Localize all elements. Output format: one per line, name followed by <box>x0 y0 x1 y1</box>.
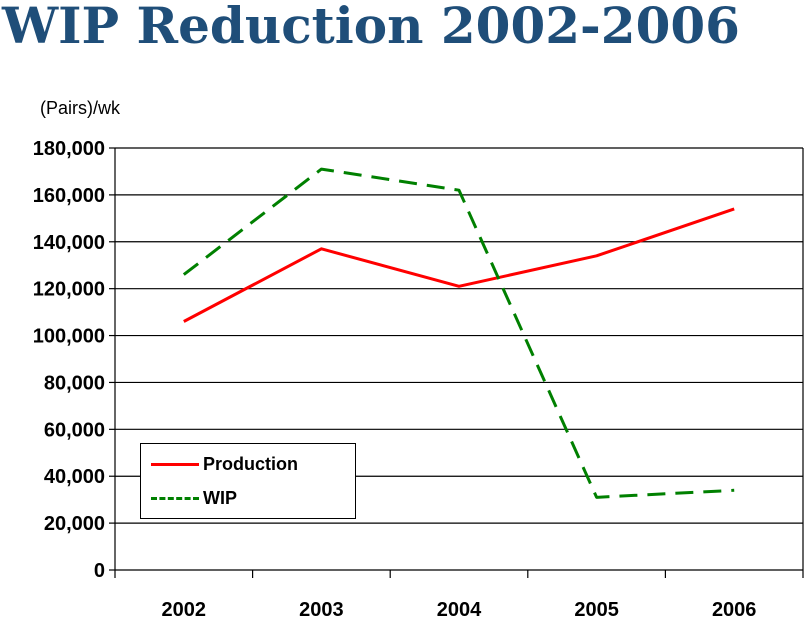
legend-item-production: Production <box>151 454 298 475</box>
legend-label-wip: WIP <box>203 488 237 508</box>
y-tick-label: 160,000 <box>33 185 105 207</box>
legend-swatch-production <box>151 463 199 466</box>
y-tick-label: 100,000 <box>33 326 105 348</box>
series-line-production <box>183 207 735 323</box>
legend-swatch-wip <box>151 497 199 500</box>
y-axis-label: (Pairs)/wk <box>40 98 120 118</box>
legend-item-wip: WIP <box>151 488 237 509</box>
x-tick-label: 2006 <box>712 599 757 619</box>
y-tick-label: 140,000 <box>33 232 105 254</box>
y-tick-label: 20,000 <box>44 513 105 535</box>
y-tick-label: 40,000 <box>44 466 105 488</box>
y-tick-label: 180,000 <box>33 138 105 160</box>
legend-label-production: Production <box>203 454 298 474</box>
x-tick-label: 2002 <box>162 599 207 619</box>
x-tick-label: 2005 <box>574 599 619 619</box>
series-line-wip <box>182 167 735 499</box>
y-tick-label: 80,000 <box>44 372 105 394</box>
y-tick-label: 60,000 <box>44 419 105 441</box>
chart-title: WIP Reduction 2002-2006 <box>2 0 740 55</box>
x-tick-label: 2003 <box>299 599 344 619</box>
legend: Production WIP <box>140 443 356 519</box>
y-tick-label: 120,000 <box>33 279 105 301</box>
y-tick-label: 0 <box>94 560 105 582</box>
x-tick-label: 2004 <box>437 599 482 619</box>
